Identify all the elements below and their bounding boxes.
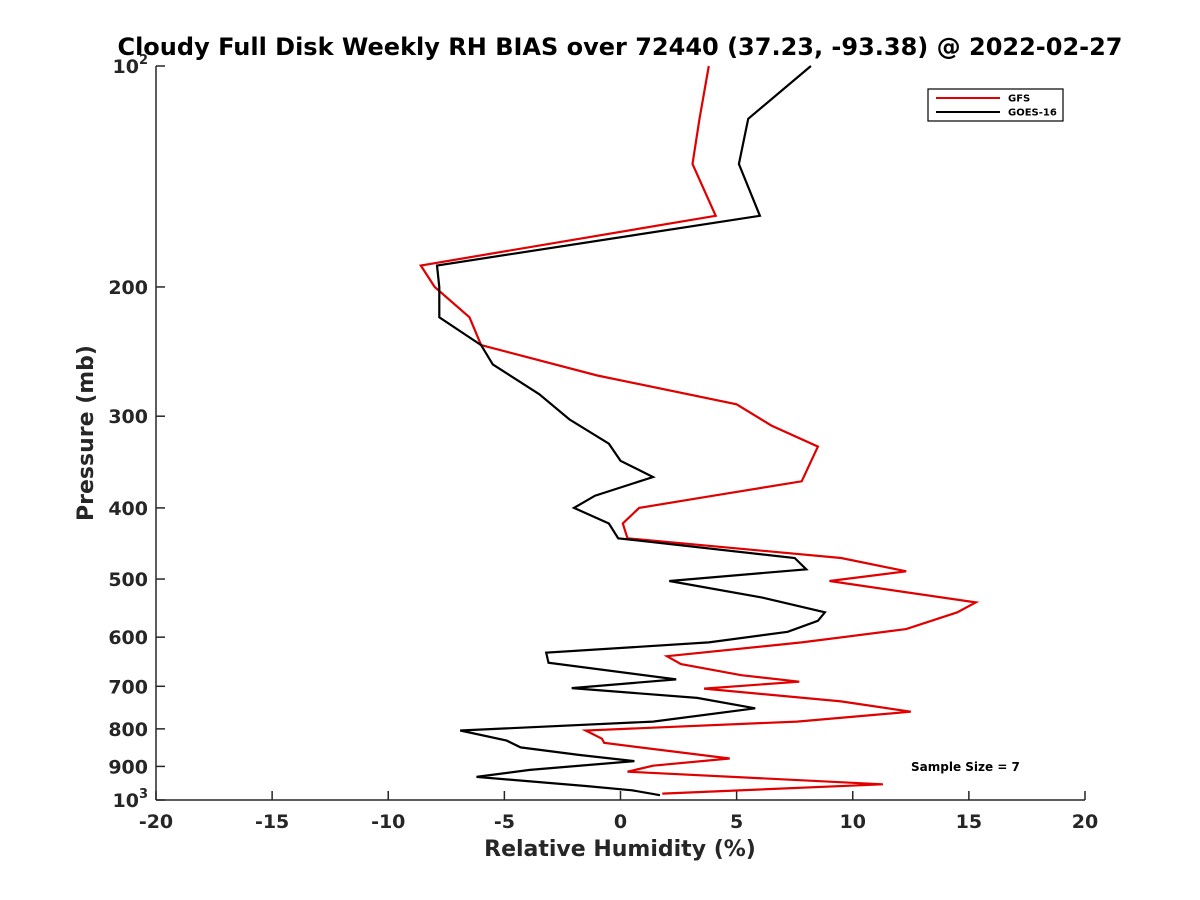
y-tick-exponent: 3 <box>139 787 148 802</box>
x-tick-label: -20 <box>139 811 173 833</box>
y-axis-label: Pressure (mb) <box>74 345 99 521</box>
series-gfs <box>418 65 980 795</box>
x-axis-ticks: -20 -15 -10 -5 0 5 10 15 20 <box>139 791 1098 833</box>
y-tick-base: 300 <box>108 406 148 428</box>
y-tick-label: 600 <box>108 627 148 649</box>
y-tick-label: 300 <box>108 406 148 428</box>
y-tick-base: 600 <box>108 627 148 649</box>
sample-size-annotation: Sample Size = 7 <box>911 760 1020 774</box>
y-tick-exponent: 2 <box>139 53 148 68</box>
axes <box>155 66 1085 801</box>
x-tick-label: 10 <box>840 811 866 833</box>
x-tick-label: 20 <box>1072 811 1098 833</box>
x-tick-label: -5 <box>494 811 515 833</box>
x-tick-label: 15 <box>956 811 982 833</box>
x-tick-label: -15 <box>255 811 289 833</box>
legend-label: GFS <box>1008 94 1030 105</box>
series-line <box>435 65 827 797</box>
legend-label: GOES-16 <box>1008 108 1057 119</box>
y-tick-label: 103 <box>113 787 149 812</box>
legend: GFS GOES-16 <box>927 88 1064 122</box>
y-tick-base: 400 <box>108 498 148 520</box>
y-tick-label: 900 <box>108 756 148 778</box>
y-tick-base: 700 <box>108 676 148 698</box>
y-tick-base: 10 <box>113 790 139 812</box>
chart-title: Cloudy Full Disk Weekly RH BIAS over 724… <box>117 33 1122 61</box>
x-tick-label: 5 <box>730 811 743 833</box>
series-goes-16 <box>435 65 827 797</box>
y-tick-base: 200 <box>108 277 148 299</box>
y-tick-base: 900 <box>108 756 148 778</box>
y-tick-label: 400 <box>108 498 148 520</box>
y-tick-base: 800 <box>108 719 148 741</box>
series-layer <box>418 65 980 797</box>
y-tick-label: 102 <box>113 53 149 78</box>
x-tick-label: -10 <box>371 811 405 833</box>
y-tick-base: 500 <box>108 569 148 591</box>
legend-box <box>927 88 1064 122</box>
x-axis-label: Relative Humidity (%) <box>484 837 756 862</box>
series-line <box>418 65 980 795</box>
y-tick-label: 700 <box>108 676 148 698</box>
y-tick-label: 500 <box>108 569 148 591</box>
x-tick-label: 0 <box>614 811 627 833</box>
y-tick-label: 800 <box>108 719 148 741</box>
y-tick-label: 200 <box>108 277 148 299</box>
y-tick-base: 10 <box>113 56 139 78</box>
